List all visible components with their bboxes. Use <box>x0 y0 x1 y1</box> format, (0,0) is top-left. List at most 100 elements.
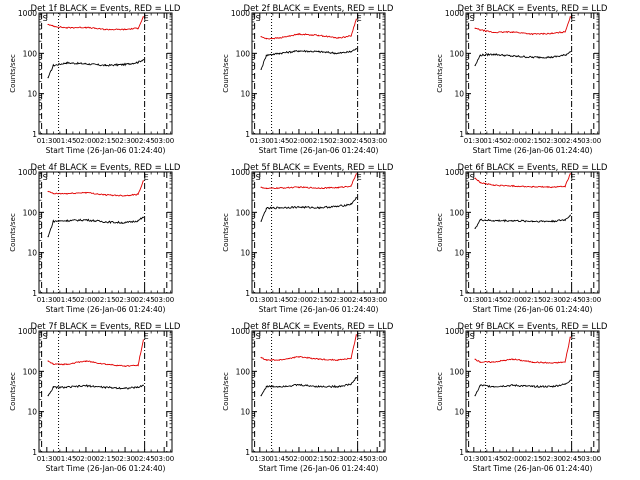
series-line-lld <box>260 19 357 40</box>
data-point-events <box>142 384 144 386</box>
x-tick-label: 01:30 <box>250 296 270 304</box>
data-point-events <box>278 52 280 54</box>
data-point-events <box>479 219 481 221</box>
data-point-events <box>65 62 67 64</box>
data-point-lld <box>569 173 571 175</box>
data-point-lld <box>474 177 476 179</box>
x-tick-label: 01:30 <box>37 137 57 145</box>
data-point-events <box>492 385 494 388</box>
data-point-lld <box>298 186 300 188</box>
data-point-lld <box>124 365 126 367</box>
data-point-events <box>551 385 553 388</box>
data-point-lld <box>569 16 571 18</box>
data-point-events <box>124 63 126 66</box>
data-point-events <box>569 379 571 381</box>
start-marker: S <box>470 14 475 23</box>
data-point-lld <box>350 35 352 37</box>
data-point-events <box>551 220 553 222</box>
data-point-events <box>47 77 49 79</box>
data-point-events <box>52 386 54 388</box>
data-point-lld <box>531 361 534 363</box>
start-marker: S <box>256 173 261 182</box>
panel-5: Det 5f BLACK = Events, RED = LLD 1 10 100 10… <box>222 163 394 314</box>
data-point-lld <box>265 38 267 40</box>
data-point-events <box>512 55 514 57</box>
series-line-lld <box>47 180 144 197</box>
x-tick-label: 01:45 <box>269 455 289 463</box>
panel-title: Det 2f BLACK = Events, RED = LLD <box>244 4 394 14</box>
panel-8: Det 8f BLACK = Events, RED = LLD 1 10 100 10… <box>222 322 394 473</box>
data-point-events <box>512 220 514 222</box>
data-point-lld <box>137 364 139 367</box>
data-point-events <box>350 51 352 53</box>
y-tick-label: 1000 <box>231 327 250 336</box>
data-point-events <box>260 220 262 222</box>
start-marker: S <box>43 14 48 23</box>
data-point-events <box>564 383 566 385</box>
series-line-events <box>47 59 144 78</box>
panel-title: Det 1f BLACK = Events, RED = LLD <box>31 4 181 14</box>
x-tick-label: 02:30 <box>328 296 348 304</box>
data-point-lld <box>278 187 280 189</box>
series-line-lld <box>474 16 571 36</box>
data-point-events <box>278 207 280 209</box>
data-point-events <box>479 384 481 386</box>
series-line-events <box>260 47 357 70</box>
data-point-events <box>104 221 107 223</box>
start-marker: S <box>43 332 48 341</box>
start-marker: S <box>43 173 48 182</box>
panel-4: Det 4f BLACK = Events, RED = LLD 1 10 100 10… <box>9 163 181 314</box>
data-point-lld <box>512 185 514 187</box>
x-tick-label: 02:30 <box>542 455 562 463</box>
data-point-lld <box>52 193 54 195</box>
y-tick-label: 100 <box>236 49 251 58</box>
y-tick-label: 100 <box>23 208 38 217</box>
y-tick-label: 1000 <box>445 9 464 18</box>
series-line-events <box>260 196 357 222</box>
x-tick-label: 01:45 <box>56 455 76 463</box>
series-line-lld <box>474 173 571 189</box>
y-tick-label: 10 <box>454 408 464 417</box>
x-tick-label: 02:15 <box>308 137 328 145</box>
data-point-events <box>47 395 49 397</box>
data-point-lld <box>47 360 49 362</box>
x-tick-label: 02:00 <box>503 137 523 145</box>
data-point-events <box>531 56 534 58</box>
data-point-lld <box>531 186 534 188</box>
data-point-events <box>260 68 262 70</box>
y-tick-label: 1 <box>32 289 37 298</box>
panel-3: Det 3f BLACK = Events, RED = LLD 1 10 100 10… <box>436 4 608 155</box>
data-point-events <box>265 207 267 210</box>
x-tick-label: 03:00 <box>367 137 387 145</box>
x-tick-label: 01:30 <box>250 137 270 145</box>
data-point-events <box>298 50 300 52</box>
data-point-lld <box>512 358 514 360</box>
y-tick-label: 10 <box>454 249 464 258</box>
data-point-events <box>492 53 494 55</box>
series-line-lld <box>261 173 357 190</box>
y-tick-label: 10 <box>27 90 37 99</box>
data-point-lld <box>551 186 553 188</box>
x-tick-label: 02:30 <box>115 455 135 463</box>
data-point-lld <box>65 363 67 365</box>
panel-title: Det 9f BLACK = Events, RED = LLD <box>458 322 608 332</box>
data-point-events <box>355 197 357 199</box>
x-tick-label: 02:00 <box>76 455 96 463</box>
data-point-events <box>531 220 534 222</box>
x-tick-label: 01:30 <box>250 455 270 463</box>
x-tick-label: 03:00 <box>581 455 601 463</box>
panel-2: Det 2f BLACK = Events, RED = LLD 1 10 100 10… <box>222 4 394 155</box>
data-point-events <box>337 205 339 208</box>
data-point-lld <box>260 186 262 188</box>
series-line-lld <box>47 340 144 367</box>
x-tick-label: 01:45 <box>483 455 503 463</box>
data-point-lld <box>104 194 107 196</box>
data-point-events <box>265 54 267 56</box>
data-point-lld <box>317 358 320 360</box>
start-marker: S <box>256 332 261 341</box>
series-line-events <box>260 377 357 396</box>
y-tick-label: 10 <box>454 90 464 99</box>
x-tick-label: 02:15 <box>95 455 115 463</box>
y-axis-label: Counts/sec <box>436 54 444 93</box>
